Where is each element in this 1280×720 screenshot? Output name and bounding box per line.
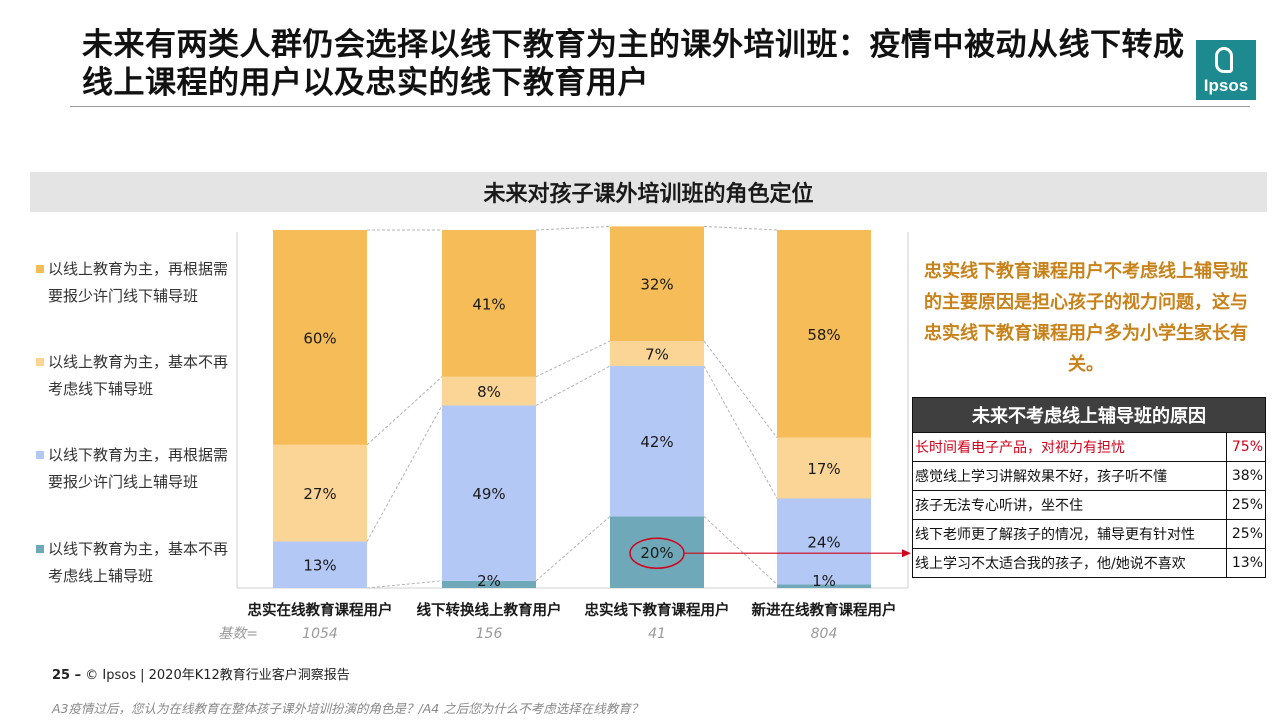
data-label: 49% [472, 485, 505, 503]
connector-line [703, 225, 778, 231]
bar-segment [777, 584, 871, 588]
reason-text: 线上学习不太适合我的孩子，他/她说不喜欢 [912, 548, 1227, 578]
connector-line [535, 516, 611, 582]
bar-segment [610, 340, 704, 367]
table-row: 孩子无法专心听讲，坐不住 25% [912, 490, 1266, 520]
reason-text: 孩子无法专心听讲，坐不住 [912, 490, 1227, 520]
category-label: 忠实线下教育课程用户 [585, 601, 730, 619]
legend-swatch [36, 545, 44, 553]
annotation-text: 忠实线下教育课程用户不考虑线上辅导班的主要原因是担心孩子的视力问题，这与忠实线下… [924, 261, 1248, 375]
connector-line [366, 405, 443, 542]
bar-segment [777, 230, 871, 438]
data-label: 1% [812, 572, 836, 590]
legend-swatch [36, 265, 44, 273]
base-count: 804 [811, 626, 838, 642]
highlight-arrow-head [902, 549, 911, 558]
connector-line [366, 580, 443, 589]
footer: 25 – © Ipsos | 2020年K12教育行业客户洞察报告 [52, 664, 350, 683]
connector-line [703, 340, 778, 438]
data-label: 58% [807, 326, 840, 344]
base-label: 基数= [218, 626, 258, 642]
connector-line [703, 516, 778, 585]
bar-segment [610, 516, 704, 588]
base-count: 1054 [302, 626, 338, 642]
legend-label: 以线上教育为主，基本不再考虑线下辅导班 [48, 353, 229, 398]
connector-line [535, 340, 611, 378]
bar-segment [442, 405, 536, 581]
connector-line [703, 365, 778, 499]
bar-segment [610, 226, 704, 341]
table-row: 长时间看电子产品，对视力有担忧 75% [912, 432, 1266, 462]
logo-text: Ipsos [1203, 76, 1249, 95]
category-label: 忠实在线教育课程用户 [248, 601, 393, 619]
reason-value: 75% [1226, 432, 1266, 462]
bar-segment [273, 541, 367, 588]
reason-text: 线下老师更了解孩子的情况，辅导更有针对性 [912, 519, 1227, 549]
page-title: 未来有两类人群仍会选择以线下教育为主的课外培训班：疫情中被动从线下转成线上课程的… [82, 27, 1185, 101]
base-count: 156 [476, 626, 503, 642]
table-row: 线上学习不太适合我的孩子，他/她说不喜欢 13% [912, 548, 1266, 578]
bar-segment [442, 230, 536, 377]
reason-value: 25% [1226, 519, 1266, 549]
legend-label: 以线下教育为主，基本不再考虑线上辅导班 [48, 540, 229, 585]
data-label: 20% [640, 544, 673, 562]
base-count: 41 [648, 626, 666, 642]
survey-question: A3疫情过后，您认为在线教育在整体孩子课外培训扮演的角色是？/A4 之后您为什么… [52, 701, 644, 716]
reason-text: 感觉线上学习讲解效果不好，孩子听不懂 [912, 461, 1227, 491]
legend-label: 以线下教育为主，再根据需要报少许门线上辅导班 [48, 446, 229, 491]
data-label: 2% [477, 572, 501, 590]
reason-value: 38% [1226, 461, 1266, 491]
reason-text: 长时间看电子产品，对视力有担忧 [912, 432, 1227, 462]
connector-line [366, 376, 443, 446]
data-label: 32% [640, 276, 673, 294]
section-title-bar: 未来对孩子课外培训班的角色定位 [30, 172, 1267, 212]
reason-value: 25% [1226, 490, 1266, 520]
category-label: 线下转换线上教育用户 [417, 601, 562, 619]
bar-segment [442, 580, 536, 588]
reasons-table-title: 未来不考虑线上辅导班的原因 [912, 397, 1266, 433]
title-divider [70, 106, 1250, 107]
data-label: 27% [303, 485, 336, 503]
bar-segment [777, 437, 871, 499]
data-label: 8% [477, 383, 501, 401]
data-label: 17% [807, 460, 840, 478]
connector-line [535, 225, 611, 231]
page-number: 25 – [52, 668, 82, 683]
reasons-table: 未来不考虑线上辅导班的原因 长时间看电子产品，对视力有担忧 75% 感觉线上学习讲解… [912, 397, 1266, 578]
bar-segment [610, 366, 704, 517]
data-label: 13% [303, 557, 336, 575]
connector-line [535, 365, 611, 406]
bar-segment [777, 498, 871, 585]
data-label: 7% [645, 346, 669, 364]
bar-segment [273, 230, 367, 445]
legend-swatch [36, 451, 44, 459]
table-row: 感觉线上学习讲解效果不好，孩子听不懂 38% [912, 461, 1266, 491]
logo-mark-icon [1215, 47, 1233, 73]
section-title: 未来对孩子课外培训班的角色定位 [483, 182, 814, 207]
table-row: 线下老师更了解孩子的情况，辅导更有针对性 25% [912, 519, 1266, 549]
data-label: 42% [640, 433, 673, 451]
bar-segment [442, 376, 536, 406]
data-label: 24% [807, 533, 840, 551]
legend-swatch [36, 358, 44, 366]
bar-segment [273, 444, 367, 542]
reason-value: 13% [1226, 548, 1266, 578]
data-label: 41% [472, 295, 505, 313]
legend-label: 以线上教育为主，再根据需要报少许门线下辅导班 [48, 260, 229, 305]
ipsos-logo: Ipsos [1196, 40, 1256, 100]
footer-text: © Ipsos | 2020年K12教育行业客户洞察报告 [85, 668, 350, 683]
data-label: 60% [303, 329, 336, 347]
category-label: 新进在线教育课程用户 [752, 601, 897, 619]
